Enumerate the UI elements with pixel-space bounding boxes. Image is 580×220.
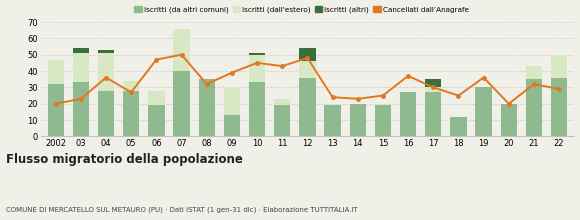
- Bar: [425, 79, 441, 87]
- Bar: [525, 79, 542, 136]
- Bar: [173, 71, 190, 136]
- Bar: [48, 84, 64, 136]
- Bar: [72, 82, 89, 136]
- Bar: [400, 92, 416, 136]
- Legend: Iscritti (da altri comuni), Iscritti (dall'estero), Iscritti (altri), Cancellati: Iscritti (da altri comuni), Iscritti (da…: [132, 4, 472, 16]
- Bar: [501, 104, 517, 136]
- Text: Flusso migratorio della popolazione: Flusso migratorio della popolazione: [6, 153, 242, 166]
- Bar: [224, 115, 240, 136]
- Bar: [324, 105, 341, 136]
- Bar: [224, 87, 240, 115]
- Bar: [375, 105, 391, 136]
- Bar: [299, 48, 316, 61]
- Bar: [525, 66, 542, 79]
- Bar: [450, 117, 466, 136]
- Bar: [299, 61, 316, 78]
- Bar: [123, 91, 139, 136]
- Bar: [72, 53, 89, 82]
- Bar: [123, 81, 139, 91]
- Bar: [98, 91, 114, 136]
- Bar: [98, 50, 114, 53]
- Bar: [148, 91, 165, 105]
- Bar: [350, 104, 366, 136]
- Text: COMUNE DI MERCATELLO SUL METAURO (PU) · Dati ISTAT (1 gen-31 dic) · Elaborazione: COMUNE DI MERCATELLO SUL METAURO (PU) · …: [6, 206, 357, 213]
- Bar: [198, 79, 215, 136]
- Bar: [551, 78, 567, 136]
- Bar: [274, 99, 291, 105]
- Bar: [98, 53, 114, 91]
- Bar: [249, 82, 265, 136]
- Bar: [249, 53, 265, 55]
- Bar: [299, 78, 316, 136]
- Bar: [425, 87, 441, 92]
- Bar: [476, 87, 492, 136]
- Bar: [48, 60, 64, 84]
- Bar: [425, 92, 441, 136]
- Bar: [72, 48, 89, 53]
- Bar: [551, 55, 567, 78]
- Bar: [148, 105, 165, 136]
- Bar: [249, 55, 265, 82]
- Bar: [274, 105, 291, 136]
- Bar: [173, 29, 190, 71]
